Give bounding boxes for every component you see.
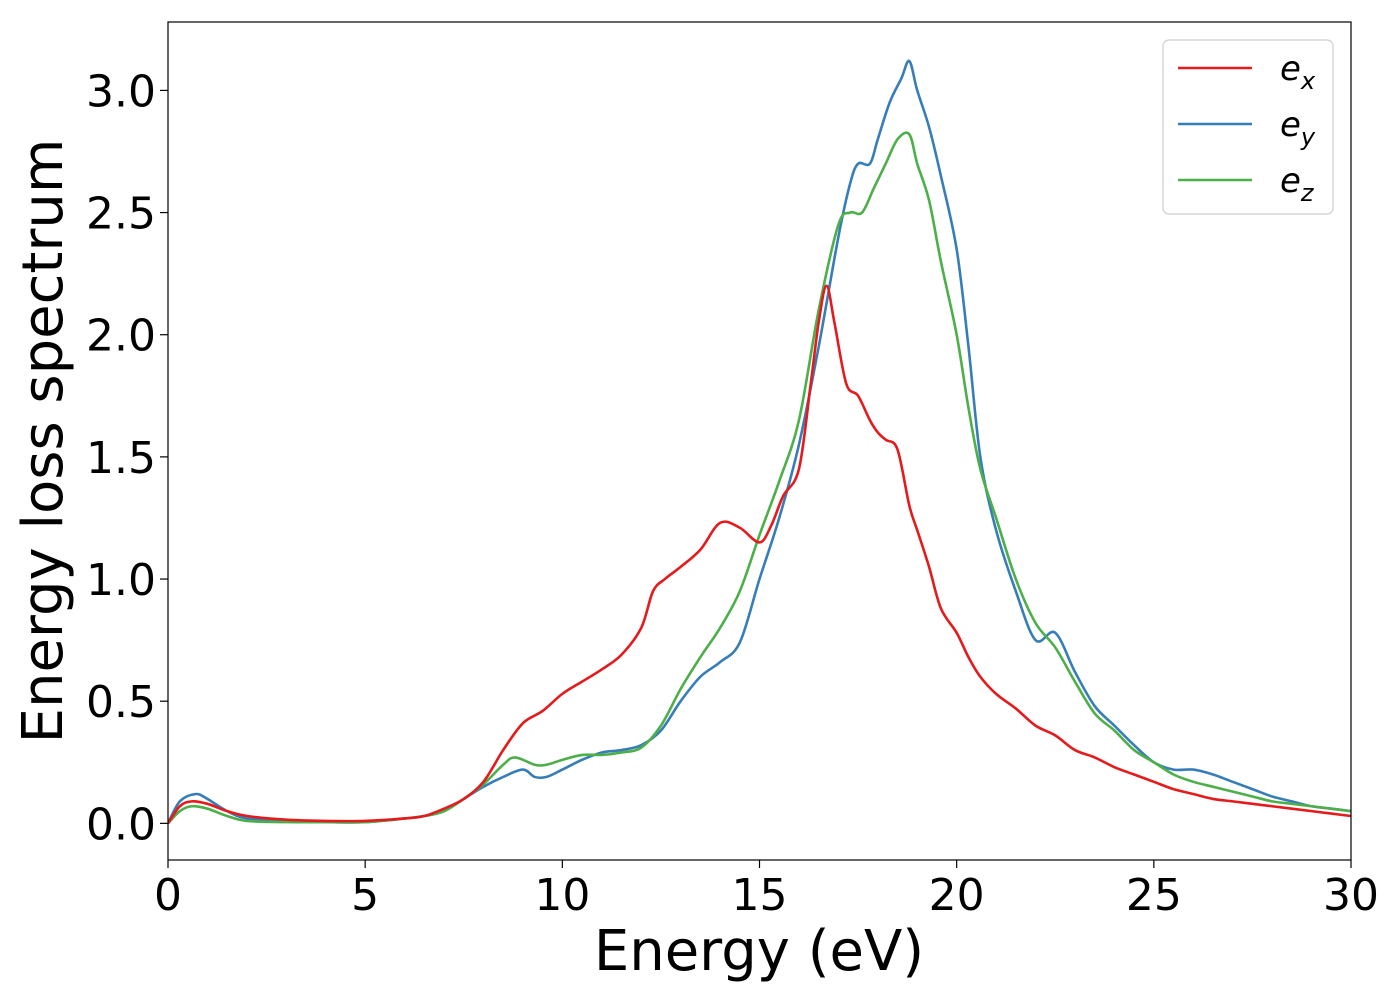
x-tick-label: 0 [154, 870, 182, 921]
x-tick-label: 30 [1323, 870, 1379, 921]
y-tick-label: 0.5 [86, 677, 156, 728]
legend-label-y: ey [1280, 105, 1316, 151]
y-tick-label: 1.5 [86, 433, 156, 484]
legend-label-z: ez [1280, 161, 1315, 207]
x-axis-label: Energy (eV) [594, 919, 924, 984]
x-tick-label: 10 [534, 870, 590, 921]
x-tick-label: 25 [1126, 870, 1182, 921]
legend-label-subscript: y [1300, 123, 1316, 151]
y-tick-label: 0.0 [86, 799, 156, 850]
legend-label-base: e [1280, 161, 1301, 201]
legend-label-x: ex [1280, 49, 1316, 95]
series-line-e-x [168, 284, 1351, 825]
legend-label-subscript: x [1300, 67, 1316, 95]
y-tick-label: 3.0 [86, 66, 156, 117]
y-axis-label: Energy loss spectrum [11, 139, 76, 744]
y-tick-label: 2.5 [86, 189, 156, 240]
series-layer [168, 59, 1351, 825]
legend-label-base: e [1280, 49, 1301, 89]
x-tick-label: 5 [351, 870, 379, 921]
x-axis: 0 5 10 15 20 25 30 [154, 860, 1379, 921]
legend-label-base: e [1280, 105, 1301, 145]
y-axis: 0.0 0.5 1.0 1.5 2.0 2.5 3.0 [86, 66, 168, 850]
y-tick-label: 1.0 [86, 555, 156, 606]
series-line-e-z [168, 131, 1351, 825]
y-tick-label: 2.0 [86, 311, 156, 362]
x-tick-label: 15 [732, 870, 788, 921]
legend-label-subscript: z [1300, 179, 1315, 207]
x-tick-label: 20 [929, 870, 985, 921]
legend-box [1162, 39, 1334, 215]
